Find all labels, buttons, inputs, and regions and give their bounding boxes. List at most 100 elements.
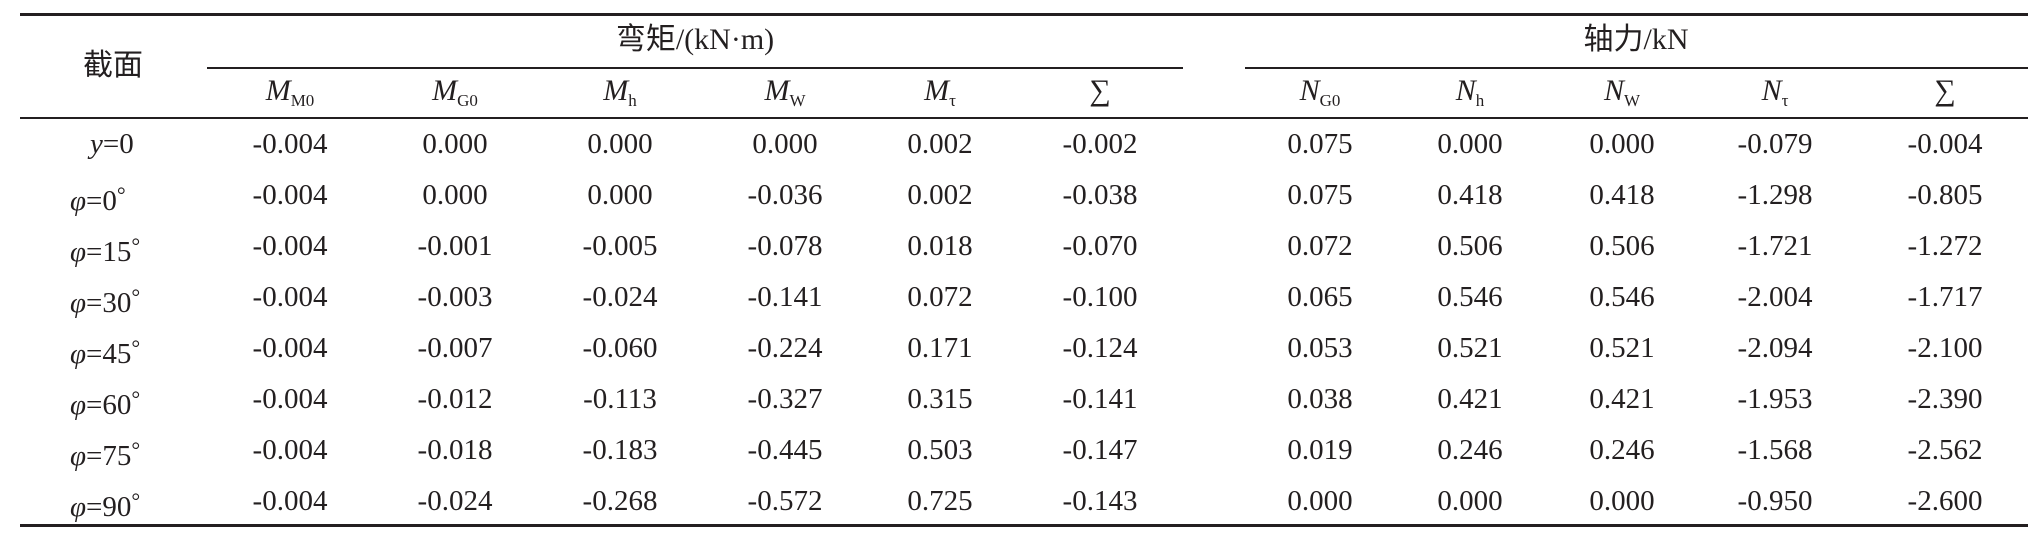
axial-cell: 0.246 xyxy=(1437,434,1503,466)
moment-cell: -0.012 xyxy=(417,383,493,415)
axial-cell: -1.953 xyxy=(1737,383,1813,415)
row-label: φ=0° xyxy=(70,179,126,217)
moment-cell: -0.024 xyxy=(582,281,658,313)
moment-cell: 0.503 xyxy=(907,434,973,466)
column-subscript: W xyxy=(1623,91,1641,110)
row-variable: φ xyxy=(70,491,87,523)
column-subscript: G0 xyxy=(457,91,478,110)
axial-cell: 0.546 xyxy=(1589,281,1655,313)
row-value: =90 xyxy=(86,491,132,523)
moment-cell: -0.268 xyxy=(582,485,658,517)
axial-cell: -1.717 xyxy=(1907,281,1983,313)
moment-cell: -0.572 xyxy=(747,485,823,517)
moment-cell: 0.315 xyxy=(907,383,973,415)
axial-cell: 0.000 xyxy=(1589,485,1655,517)
axial-column-header: Nτ xyxy=(1762,75,1789,117)
moment-cell: -0.100 xyxy=(1062,281,1138,313)
row-value: =75 xyxy=(86,440,132,472)
row-variable: φ xyxy=(70,287,87,319)
column-symbol: N xyxy=(1299,74,1320,107)
moment-cell: -0.004 xyxy=(252,485,328,517)
moment-column-header: Mτ xyxy=(924,75,956,117)
moment-cell: 0.000 xyxy=(587,128,653,160)
moment-cell: -0.018 xyxy=(417,434,493,466)
column-symbol: M xyxy=(265,74,291,107)
moment-cell: -0.004 xyxy=(252,230,328,262)
axial-cell: -1.272 xyxy=(1907,230,1983,262)
axial-cell: -2.562 xyxy=(1907,434,1983,466)
moment-cell: -0.224 xyxy=(747,332,823,364)
moment-column-header: MG0 xyxy=(432,75,478,117)
moment-cell: 0.000 xyxy=(422,179,488,211)
moment-cell: -0.002 xyxy=(1062,128,1138,160)
moment-cell: -0.038 xyxy=(1062,179,1138,211)
row-variable: y xyxy=(90,128,103,160)
column-subscript: h xyxy=(628,91,637,110)
axial-cell: 0.000 xyxy=(1287,485,1353,517)
moment-cell: -0.060 xyxy=(582,332,658,364)
axial-group-header: 轴力/kN xyxy=(1583,23,1689,56)
degree-symbol: ° xyxy=(131,335,141,360)
axial-cell: -0.079 xyxy=(1737,128,1813,160)
axial-cell: 0.546 xyxy=(1437,281,1503,313)
row-variable: φ xyxy=(70,440,87,472)
moment-cell: -0.141 xyxy=(1062,383,1138,415)
moment-cell: 0.002 xyxy=(907,128,973,160)
column-subscript: τ xyxy=(949,91,956,110)
moment-cell: 0.171 xyxy=(907,332,973,364)
axial-cell: 0.075 xyxy=(1287,128,1353,160)
moment-cell: -0.024 xyxy=(417,485,493,517)
axial-cell: -1.721 xyxy=(1737,230,1813,262)
column-symbol: M xyxy=(924,74,950,107)
moment-cell: -0.070 xyxy=(1062,230,1138,262)
column-symbol: M xyxy=(764,74,790,107)
row-label: φ=60° xyxy=(70,383,140,421)
axial-cell: -2.004 xyxy=(1737,281,1813,313)
moment-cell: 0.000 xyxy=(752,128,818,160)
axial-cell: -1.298 xyxy=(1737,179,1813,211)
row-variable: φ xyxy=(70,236,87,268)
moment-cell: -0.005 xyxy=(582,230,658,262)
row-variable: φ xyxy=(70,338,87,370)
degree-symbol: ° xyxy=(131,488,141,513)
axial-cell: 0.421 xyxy=(1589,383,1655,415)
degree-symbol: ° xyxy=(131,233,141,258)
axial-column-header: NW xyxy=(1604,75,1640,117)
section-header: 截面 xyxy=(83,49,143,82)
column-symbol: N xyxy=(1455,74,1476,107)
moment-column-header: MW xyxy=(764,75,805,117)
axial-cell: 0.418 xyxy=(1437,179,1503,211)
moment-cell: -0.004 xyxy=(252,434,328,466)
moment-group-header: 弯矩/(kN·m) xyxy=(615,23,775,56)
moment-cell: 0.072 xyxy=(907,281,973,313)
row-label: φ=30° xyxy=(70,281,140,319)
moment-cell: -0.078 xyxy=(747,230,823,262)
moment-cell: -0.143 xyxy=(1062,485,1138,517)
row-label: φ=75° xyxy=(70,434,140,472)
degree-symbol: ° xyxy=(131,386,141,411)
axial-cell: 0.521 xyxy=(1589,332,1655,364)
axial-cell: -2.094 xyxy=(1737,332,1813,364)
axial-cell: -2.600 xyxy=(1907,485,1983,517)
axial-cell: 0.019 xyxy=(1287,434,1353,466)
row-label: φ=45° xyxy=(70,332,140,370)
row-label: φ=90° xyxy=(70,485,140,523)
axial-cell: 0.072 xyxy=(1287,230,1353,262)
moment-cell: -0.141 xyxy=(747,281,823,313)
moment-column-header: ∑ xyxy=(1089,75,1110,107)
moment-cell: 0.000 xyxy=(587,179,653,211)
axial-cell: 0.246 xyxy=(1589,434,1655,466)
row-variable: φ xyxy=(70,185,87,217)
moment-cell: 0.002 xyxy=(907,179,973,211)
row-value: =30 xyxy=(86,287,132,319)
column-symbol: ∑ xyxy=(1934,74,1956,107)
moment-cell: -0.004 xyxy=(252,281,328,313)
column-subscript: M0 xyxy=(290,91,315,110)
header-bottom-rule xyxy=(20,117,2028,119)
column-symbol: M xyxy=(432,74,458,107)
axial-column-header: NG0 xyxy=(1300,75,1341,117)
moment-column-header: MM0 xyxy=(266,75,315,117)
axial-cell: -2.100 xyxy=(1907,332,1983,364)
moment-cell: -0.003 xyxy=(417,281,493,313)
axial-cell: -0.004 xyxy=(1907,128,1983,160)
